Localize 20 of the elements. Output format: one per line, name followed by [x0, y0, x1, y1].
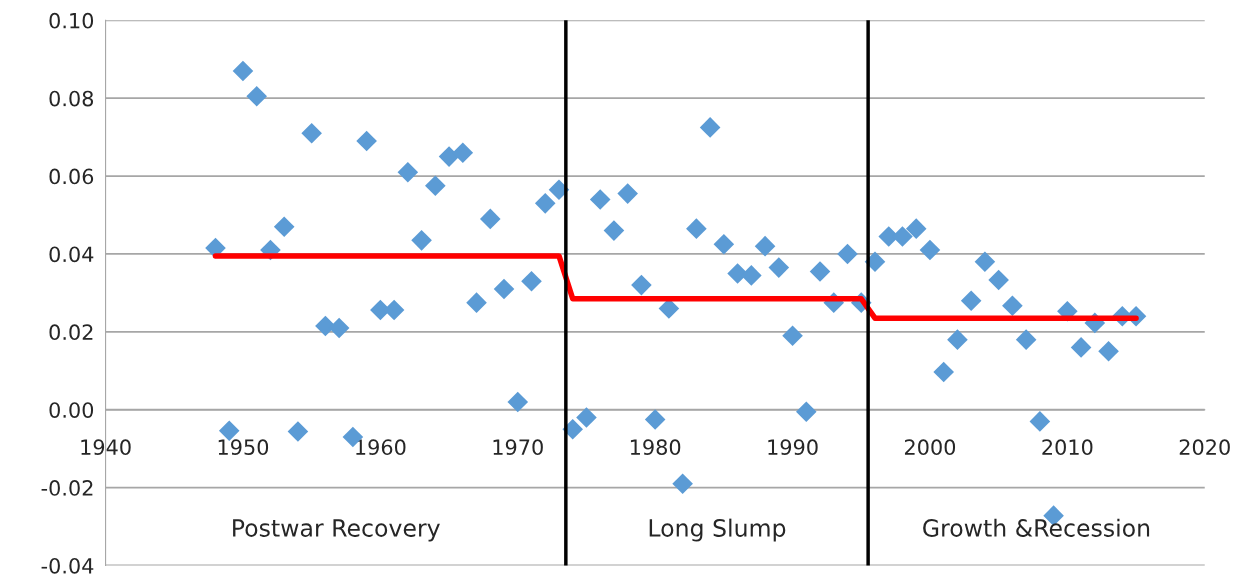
x-tick-label: 2000 [904, 439, 956, 456]
x-tick-label: 1970 [493, 439, 543, 456]
annotation: Long Slump [649, 518, 786, 542]
y-tick-label: 0.10 [49, 12, 94, 29]
x-tick-label: 1960 [356, 439, 406, 456]
x-tick-label: 1950 [218, 439, 269, 456]
y-tick-label: 0.02 [49, 324, 93, 341]
x-tick-label: 1980 [630, 439, 681, 456]
y-tick-label: -0.02 [41, 480, 93, 496]
x-tick-label: 2010 [1042, 439, 1093, 456]
annotation: Growth &Recession [923, 518, 1150, 537]
x-tick-label: 2020 [1179, 439, 1230, 456]
y-tick-label: 0.06 [49, 168, 94, 185]
y-tick-label: 0.08 [49, 90, 94, 107]
x-tick-label: 1940 [81, 439, 131, 456]
annotation: Postwar Recovery [233, 519, 440, 542]
x-tick-label: 1990 [768, 439, 818, 456]
y-tick-label: 0.04 [49, 246, 94, 263]
y-tick-label: 0.00 [49, 402, 94, 418]
y-tick-label: -0.04 [41, 557, 94, 574]
